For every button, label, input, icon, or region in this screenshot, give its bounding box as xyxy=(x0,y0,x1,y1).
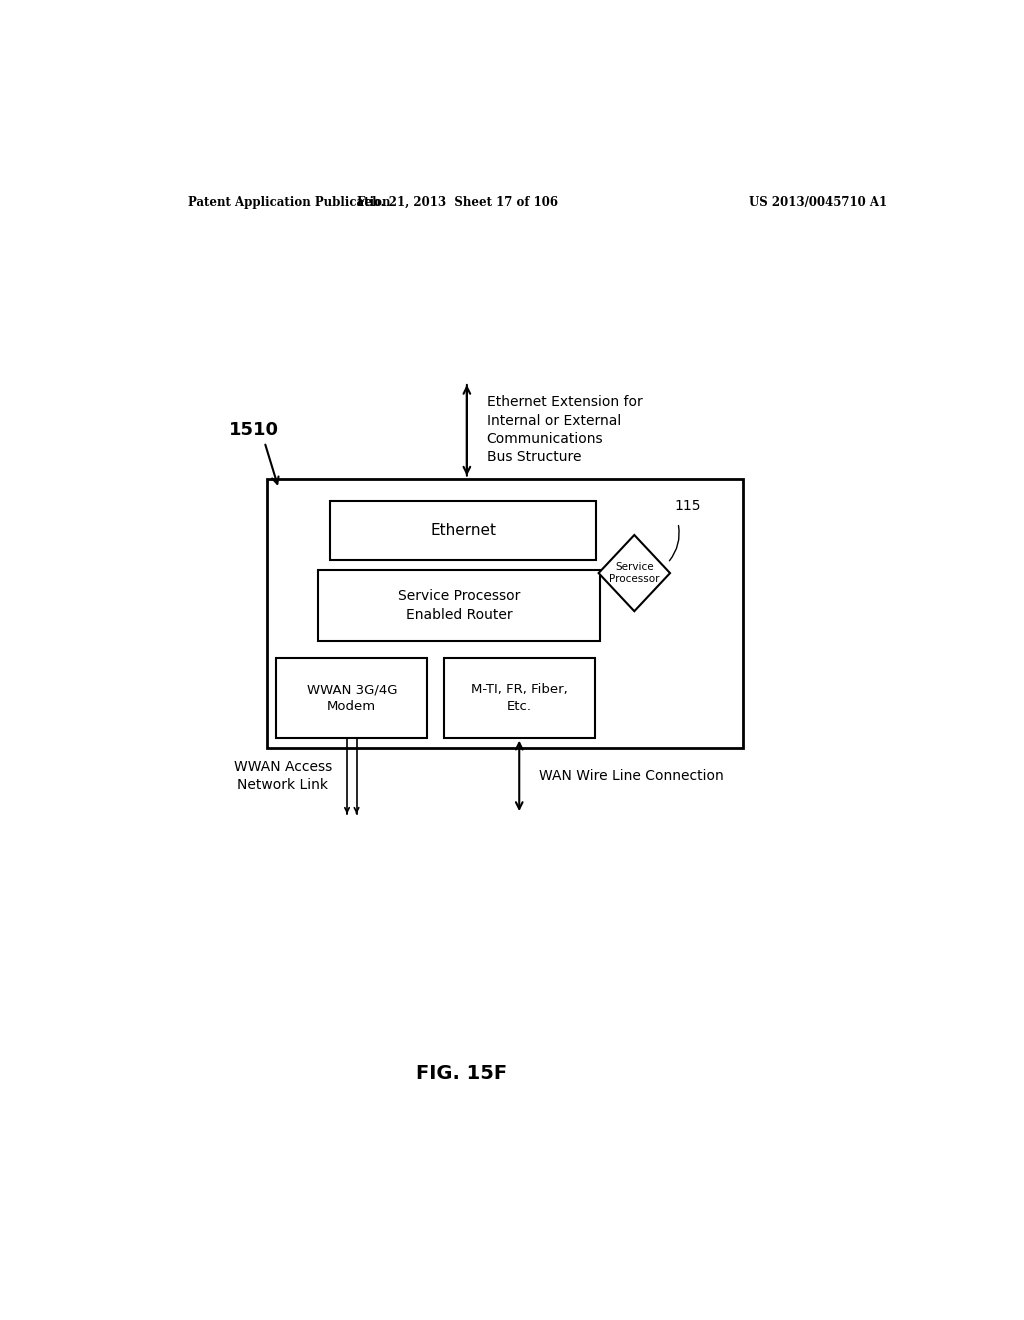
Text: WWAN Access
Network Link: WWAN Access Network Link xyxy=(233,760,332,792)
Text: WAN Wire Line Connection: WAN Wire Line Connection xyxy=(539,768,724,783)
Text: Ethernet Extension for
Internal or External
Communications
Bus Structure: Ethernet Extension for Internal or Exter… xyxy=(486,395,642,465)
Bar xyxy=(331,500,596,560)
Bar xyxy=(318,570,600,642)
Text: Feb. 21, 2013  Sheet 17 of 106: Feb. 21, 2013 Sheet 17 of 106 xyxy=(356,195,558,209)
Text: Ethernet: Ethernet xyxy=(430,523,497,539)
Text: Patent Application Publication: Patent Application Publication xyxy=(187,195,390,209)
Text: Service Processor
Enabled Router: Service Processor Enabled Router xyxy=(398,590,520,622)
Text: M-TI, FR, Fiber,
Etc.: M-TI, FR, Fiber, Etc. xyxy=(471,684,567,713)
Bar xyxy=(276,659,427,738)
Text: WWAN 3G/4G
Modem: WWAN 3G/4G Modem xyxy=(306,684,397,713)
Bar xyxy=(443,659,595,738)
Text: 1510: 1510 xyxy=(228,421,279,438)
Polygon shape xyxy=(599,535,670,611)
Text: 115: 115 xyxy=(674,499,700,512)
Text: US 2013/0045710 A1: US 2013/0045710 A1 xyxy=(750,195,888,209)
Text: FIG. 15F: FIG. 15F xyxy=(416,1064,507,1082)
Bar xyxy=(267,479,743,748)
Text: Service
Processor: Service Processor xyxy=(609,562,659,583)
